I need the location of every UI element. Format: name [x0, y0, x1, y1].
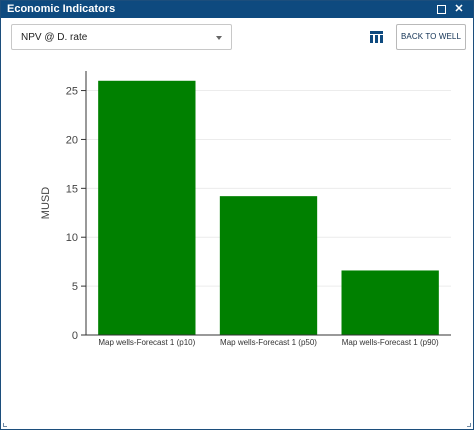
close-icon[interactable]: ✕	[454, 3, 464, 15]
x-tick-label: Map wells-Forecast 1 (p10)	[98, 338, 195, 347]
chevron-down-icon	[216, 36, 222, 40]
x-tick-label: Map wells-Forecast 1 (p90)	[342, 338, 439, 347]
y-tick-label: 15	[66, 183, 78, 195]
y-axis-label: MUSD	[40, 187, 52, 219]
bar[interactable]	[219, 196, 318, 335]
y-tick-label: 0	[72, 330, 78, 342]
y-tick-label: 5	[72, 281, 78, 293]
bar[interactable]	[341, 270, 439, 335]
chart-x-labels: Map wells-Forecast 1 (p10) Map wells-Fore…	[98, 338, 439, 347]
chart-y-ticks: 0 5 10 15 20 25	[66, 86, 86, 342]
chart-bars	[98, 80, 439, 336]
metric-select[interactable]: NPV @ D. rate	[11, 24, 232, 50]
back-to-well-button[interactable]: BACK TO WELL	[396, 24, 466, 50]
bar[interactable]	[98, 80, 196, 336]
maximize-icon[interactable]	[435, 3, 447, 15]
chart-axes	[85, 71, 451, 336]
metric-select-value: NPV @ D. rate	[21, 32, 88, 43]
window-title: Economic Indicators	[7, 3, 116, 15]
resize-handle-bottom-left[interactable]	[3, 423, 7, 427]
y-tick-label: 10	[66, 232, 78, 244]
x-tick-label: Map wells-Forecast 1 (p50)	[220, 338, 317, 347]
resize-handle-bottom-right[interactable]	[467, 423, 471, 427]
y-tick-label: 25	[66, 86, 78, 98]
y-tick-label: 20	[66, 134, 78, 146]
table-icon[interactable]	[370, 31, 383, 43]
window-titlebar[interactable]: Economic Indicators ✕	[1, 1, 473, 18]
